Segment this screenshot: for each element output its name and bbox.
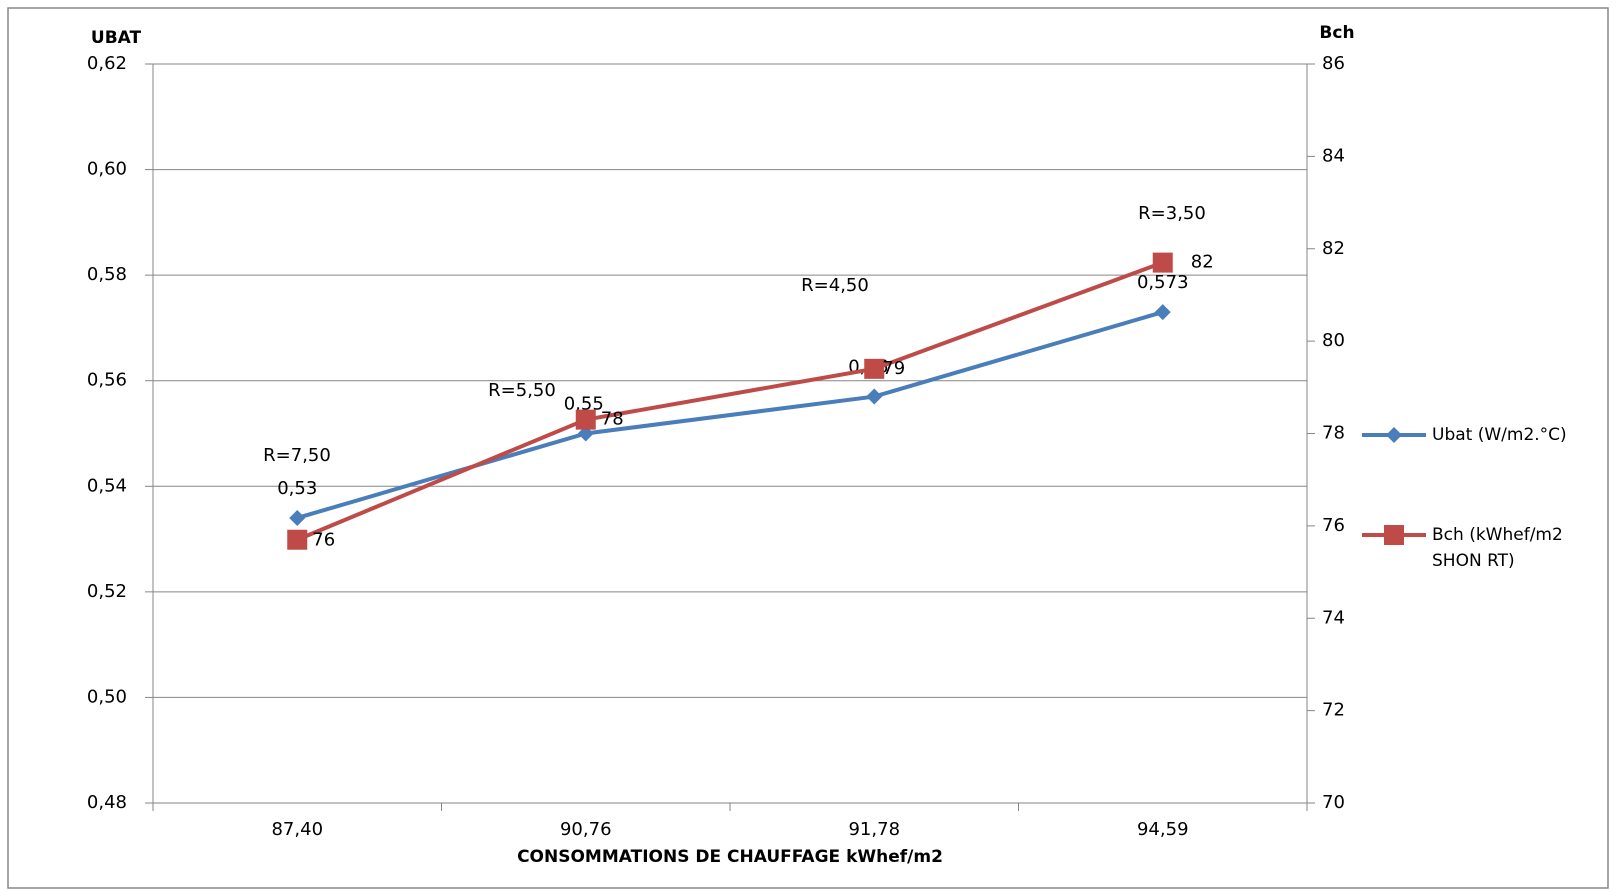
data-point (287, 529, 308, 550)
x-tick-label: 91,78 (848, 819, 900, 840)
y2-tick-label: 84 (1322, 145, 1345, 166)
y-tick-label: 0,48 (87, 792, 127, 813)
data-label: 0,55 (564, 394, 604, 415)
annotation: R=7,50 (263, 445, 331, 466)
data-point (864, 358, 885, 379)
y2-tick-label: 74 (1322, 607, 1345, 628)
data-point (575, 409, 596, 430)
series-line (296, 310, 1164, 520)
y2-tick-label: 80 (1322, 330, 1345, 351)
annotation: R=3,50 (1138, 203, 1206, 224)
data-point (289, 509, 306, 526)
y2-axis-title: Bch (1319, 23, 1354, 43)
y-tick-label: 0,50 (87, 686, 127, 707)
data-point (1386, 427, 1402, 443)
y-tick-label: 0,56 (87, 370, 127, 391)
chart-border (7, 7, 1609, 889)
data-label: 82 (1191, 252, 1214, 273)
x-tick-label: 90,76 (560, 819, 612, 840)
data-point (1152, 252, 1173, 273)
data-point (866, 388, 883, 405)
data-label: 0,53 (277, 478, 317, 499)
y2-tick-label: 86 (1322, 53, 1345, 74)
data-label: 79 (882, 358, 905, 379)
y2-tick-label: 76 (1322, 515, 1345, 536)
y2-tick-label: 82 (1322, 238, 1345, 259)
y2-tick-label: 78 (1322, 423, 1345, 444)
x-tick-label: 87,40 (271, 819, 323, 840)
y-axis-title: UBAT (91, 28, 142, 48)
x-tick-label: 94,59 (1137, 819, 1189, 840)
y-tick-label: 0,62 (87, 53, 127, 74)
data-label: 76 (312, 530, 335, 551)
data-label: 0,573 (1137, 272, 1189, 293)
y2-tick-label: 72 (1322, 700, 1345, 721)
legend-entry: Bch (kWhef/m2 SHON RT) (1432, 525, 1563, 571)
data-point (1384, 525, 1404, 545)
y-tick-label: 0,54 (87, 475, 127, 496)
y2-tick-label: 70 (1322, 792, 1345, 813)
y-tick-label: 0,52 (87, 581, 127, 602)
legend-entry: Ubat (W/m2.°C) (1432, 425, 1567, 445)
data-label: 78 (601, 409, 624, 430)
annotation: R=4,50 (801, 275, 869, 296)
x-axis-title: CONSOMMATIONS DE CHAUFFAGE kWhef/m2 (517, 847, 943, 867)
y-tick-label: 0,60 (87, 159, 127, 180)
series-line (296, 260, 1164, 542)
annotation: R=5,50 (488, 380, 556, 401)
y-tick-label: 0,58 (87, 264, 127, 285)
data-point (1154, 304, 1171, 321)
